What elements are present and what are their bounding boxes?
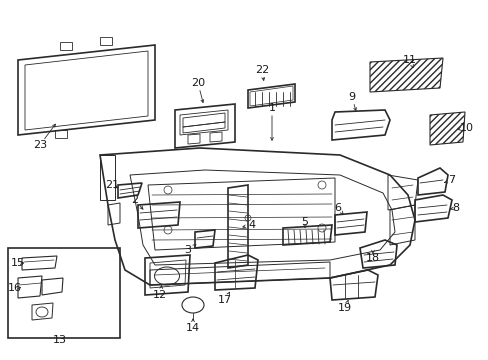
- Text: 1: 1: [268, 103, 275, 113]
- Text: 7: 7: [447, 175, 455, 185]
- Text: 9: 9: [348, 92, 355, 102]
- Text: 18: 18: [365, 253, 379, 263]
- Text: 8: 8: [451, 203, 459, 213]
- Text: 2: 2: [131, 195, 138, 205]
- Text: 11: 11: [402, 55, 416, 65]
- Text: 21: 21: [105, 180, 119, 190]
- Text: 22: 22: [254, 65, 268, 75]
- Text: 12: 12: [153, 290, 167, 300]
- Text: 6: 6: [334, 203, 341, 213]
- Text: 4: 4: [248, 220, 255, 230]
- Text: 14: 14: [185, 323, 200, 333]
- Text: 10: 10: [459, 123, 473, 133]
- Text: 20: 20: [190, 78, 204, 88]
- Text: 3: 3: [184, 245, 191, 255]
- Text: 16: 16: [8, 283, 22, 293]
- Text: 15: 15: [11, 258, 25, 268]
- Text: 13: 13: [53, 335, 67, 345]
- Text: 23: 23: [33, 140, 47, 150]
- Text: 19: 19: [337, 303, 351, 313]
- Polygon shape: [369, 58, 442, 92]
- Polygon shape: [429, 112, 464, 145]
- Text: 5: 5: [301, 217, 308, 227]
- Text: 17: 17: [218, 295, 232, 305]
